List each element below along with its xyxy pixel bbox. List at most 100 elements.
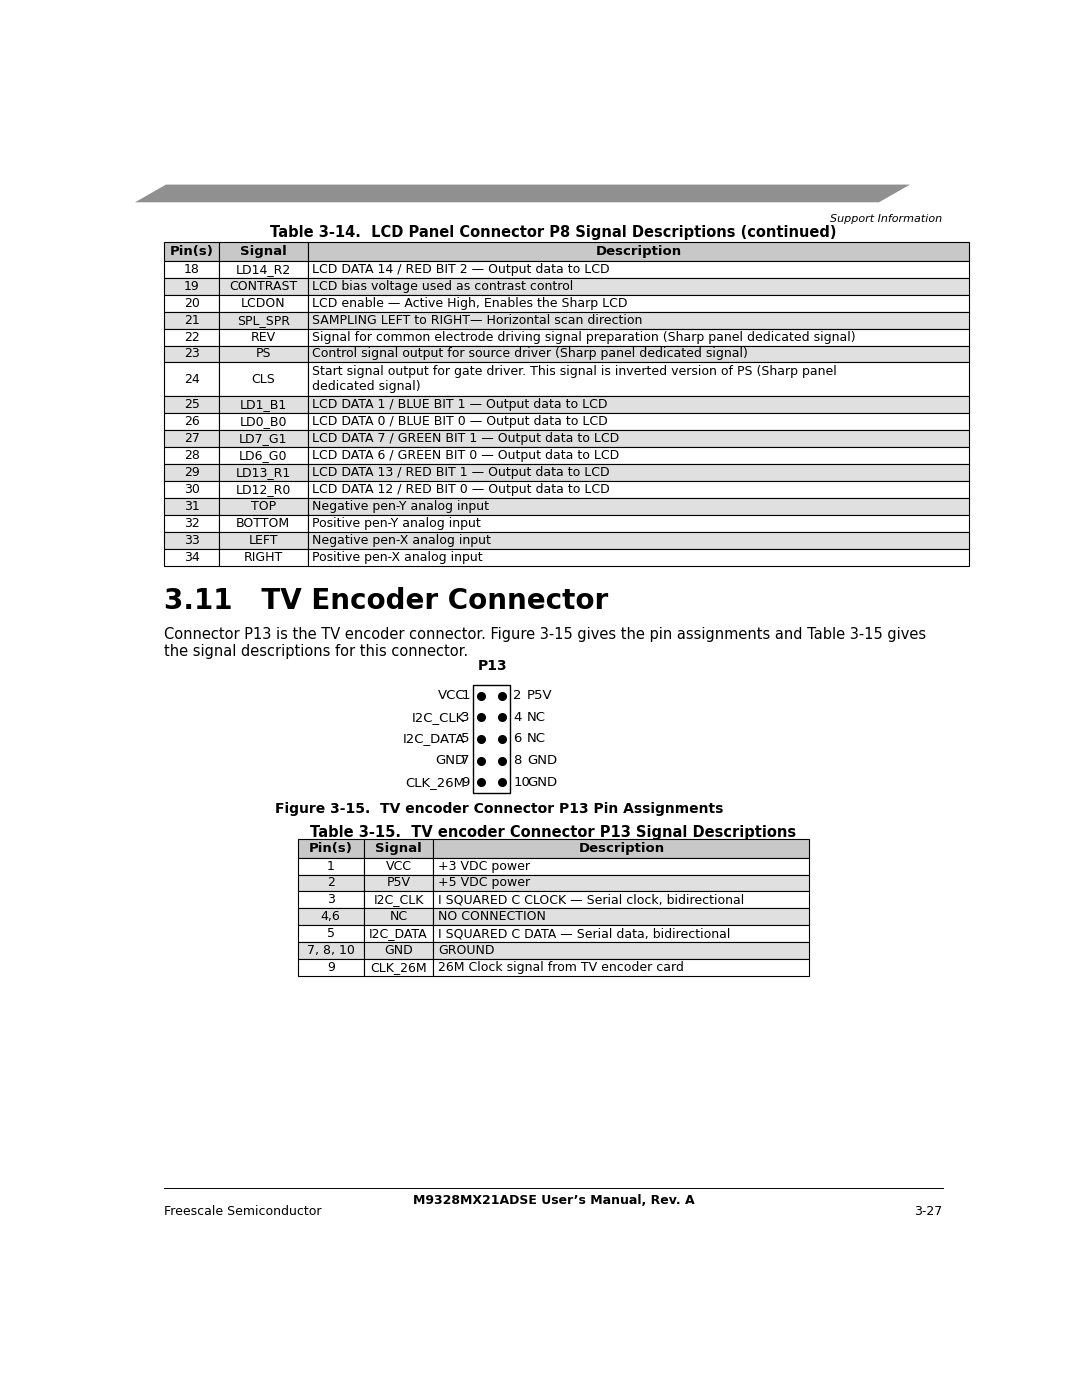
Text: Connector P13 is the TV encoder connector. Figure 3-15 gives the pin assignments: Connector P13 is the TV encoder connecto… <box>164 627 927 643</box>
Bar <box>218 345 308 362</box>
Bar <box>164 532 218 549</box>
Text: 2: 2 <box>327 876 335 890</box>
Text: SPL_SPR: SPL_SPR <box>237 313 289 327</box>
Text: LCD DATA 6 / GREEN BIT 0 — Output data to LCD: LCD DATA 6 / GREEN BIT 0 — Output data t… <box>312 448 620 462</box>
Bar <box>364 960 433 977</box>
Bar <box>164 312 218 328</box>
Text: I SQUARED C CLOCK — Serial clock, bidirectional: I SQUARED C CLOCK — Serial clock, bidire… <box>438 894 744 907</box>
Bar <box>164 447 218 464</box>
Bar <box>218 312 308 328</box>
Bar <box>308 295 969 312</box>
Text: GND: GND <box>527 754 557 767</box>
Text: Freescale Semiconductor: Freescale Semiconductor <box>164 1204 322 1218</box>
Text: 19: 19 <box>184 279 200 293</box>
Bar <box>298 908 364 925</box>
Bar <box>308 328 969 345</box>
Bar <box>164 362 218 397</box>
Text: Description: Description <box>595 244 681 258</box>
Text: 28: 28 <box>184 448 200 462</box>
Bar <box>164 464 218 481</box>
Text: +5 VDC power: +5 VDC power <box>438 876 530 890</box>
Bar <box>308 430 969 447</box>
Text: 29: 29 <box>184 467 200 479</box>
Bar <box>364 858 433 875</box>
Bar <box>218 549 308 566</box>
Bar <box>164 497 218 515</box>
Text: 31: 31 <box>184 500 200 513</box>
Text: Table 3-15.  TV encoder Connector P13 Signal Descriptions: Table 3-15. TV encoder Connector P13 Sig… <box>310 826 797 840</box>
Text: GROUND: GROUND <box>438 944 495 957</box>
Text: VCC: VCC <box>437 689 465 703</box>
Bar <box>433 875 809 891</box>
Text: 26M Clock signal from TV encoder card: 26M Clock signal from TV encoder card <box>438 961 684 974</box>
Text: 3: 3 <box>461 711 470 724</box>
Text: the signal descriptions for this connector.: the signal descriptions for this connect… <box>164 644 469 659</box>
Bar <box>218 261 308 278</box>
Text: 26: 26 <box>184 415 200 429</box>
Bar <box>433 942 809 960</box>
Text: 7: 7 <box>461 754 470 767</box>
Bar <box>364 908 433 925</box>
Text: NC: NC <box>390 911 407 923</box>
Text: 24: 24 <box>184 373 200 386</box>
Text: 6: 6 <box>513 732 522 746</box>
Bar <box>218 295 308 312</box>
Bar <box>308 532 969 549</box>
Bar <box>164 328 218 345</box>
Bar <box>218 447 308 464</box>
Bar <box>308 497 969 515</box>
Text: LD7_G1: LD7_G1 <box>239 432 287 446</box>
Text: 3: 3 <box>327 894 335 907</box>
Text: 34: 34 <box>184 550 200 564</box>
Bar <box>308 549 969 566</box>
Text: Control signal output for source driver (Sharp panel dedicated signal): Control signal output for source driver … <box>312 348 748 360</box>
Text: LCD enable — Active High, Enables the Sharp LCD: LCD enable — Active High, Enables the Sh… <box>312 296 627 310</box>
Text: REV: REV <box>251 331 275 344</box>
Text: P5V: P5V <box>387 876 410 890</box>
Text: I2C_DATA: I2C_DATA <box>403 732 465 746</box>
Bar <box>298 891 364 908</box>
Bar <box>308 515 969 532</box>
Text: 20: 20 <box>184 296 200 310</box>
Bar <box>164 345 218 362</box>
Bar <box>218 414 308 430</box>
Text: GND: GND <box>384 944 413 957</box>
Text: LCD bias voltage used as contrast control: LCD bias voltage used as contrast contro… <box>312 279 573 293</box>
Bar <box>308 345 969 362</box>
Bar <box>218 497 308 515</box>
Text: Positive pen-Y analog input: Positive pen-Y analog input <box>312 517 482 529</box>
Bar <box>164 430 218 447</box>
Text: 25: 25 <box>184 398 200 411</box>
Text: BOTTOM: BOTTOM <box>237 517 291 529</box>
Text: CLS: CLS <box>252 373 275 386</box>
Bar <box>308 362 969 397</box>
Bar <box>364 840 433 858</box>
Bar <box>164 397 218 414</box>
Text: NC: NC <box>527 711 546 724</box>
Bar <box>164 481 218 497</box>
Text: RIGHT: RIGHT <box>244 550 283 564</box>
Bar <box>433 858 809 875</box>
Bar <box>433 891 809 908</box>
Text: LCD DATA 7 / GREEN BIT 1 — Output data to LCD: LCD DATA 7 / GREEN BIT 1 — Output data t… <box>312 432 620 446</box>
Bar <box>218 515 308 532</box>
Bar <box>218 278 308 295</box>
Polygon shape <box>135 184 910 203</box>
Text: 2: 2 <box>513 689 522 703</box>
Bar <box>298 875 364 891</box>
Text: 1: 1 <box>327 859 335 873</box>
Text: NO CONNECTION: NO CONNECTION <box>438 911 545 923</box>
Bar <box>433 840 809 858</box>
Text: Support Information: Support Information <box>831 214 943 224</box>
Text: VCC: VCC <box>386 859 411 873</box>
Text: I2C_CLK: I2C_CLK <box>374 894 423 907</box>
Text: LCD DATA 14 / RED BIT 2 — Output data to LCD: LCD DATA 14 / RED BIT 2 — Output data to… <box>312 263 610 275</box>
Text: M9328MX21ADSE User’s Manual, Rev. A: M9328MX21ADSE User’s Manual, Rev. A <box>413 1194 694 1207</box>
Text: 4,6: 4,6 <box>321 911 340 923</box>
Text: Signal for common electrode driving signal preparation (Sharp panel dedicated si: Signal for common electrode driving sign… <box>312 331 856 344</box>
Text: 3.11   TV Encoder Connector: 3.11 TV Encoder Connector <box>164 587 609 615</box>
Bar <box>433 960 809 977</box>
Bar <box>308 278 969 295</box>
Text: LCD DATA 12 / RED BIT 0 — Output data to LCD: LCD DATA 12 / RED BIT 0 — Output data to… <box>312 483 610 496</box>
Bar <box>218 481 308 497</box>
